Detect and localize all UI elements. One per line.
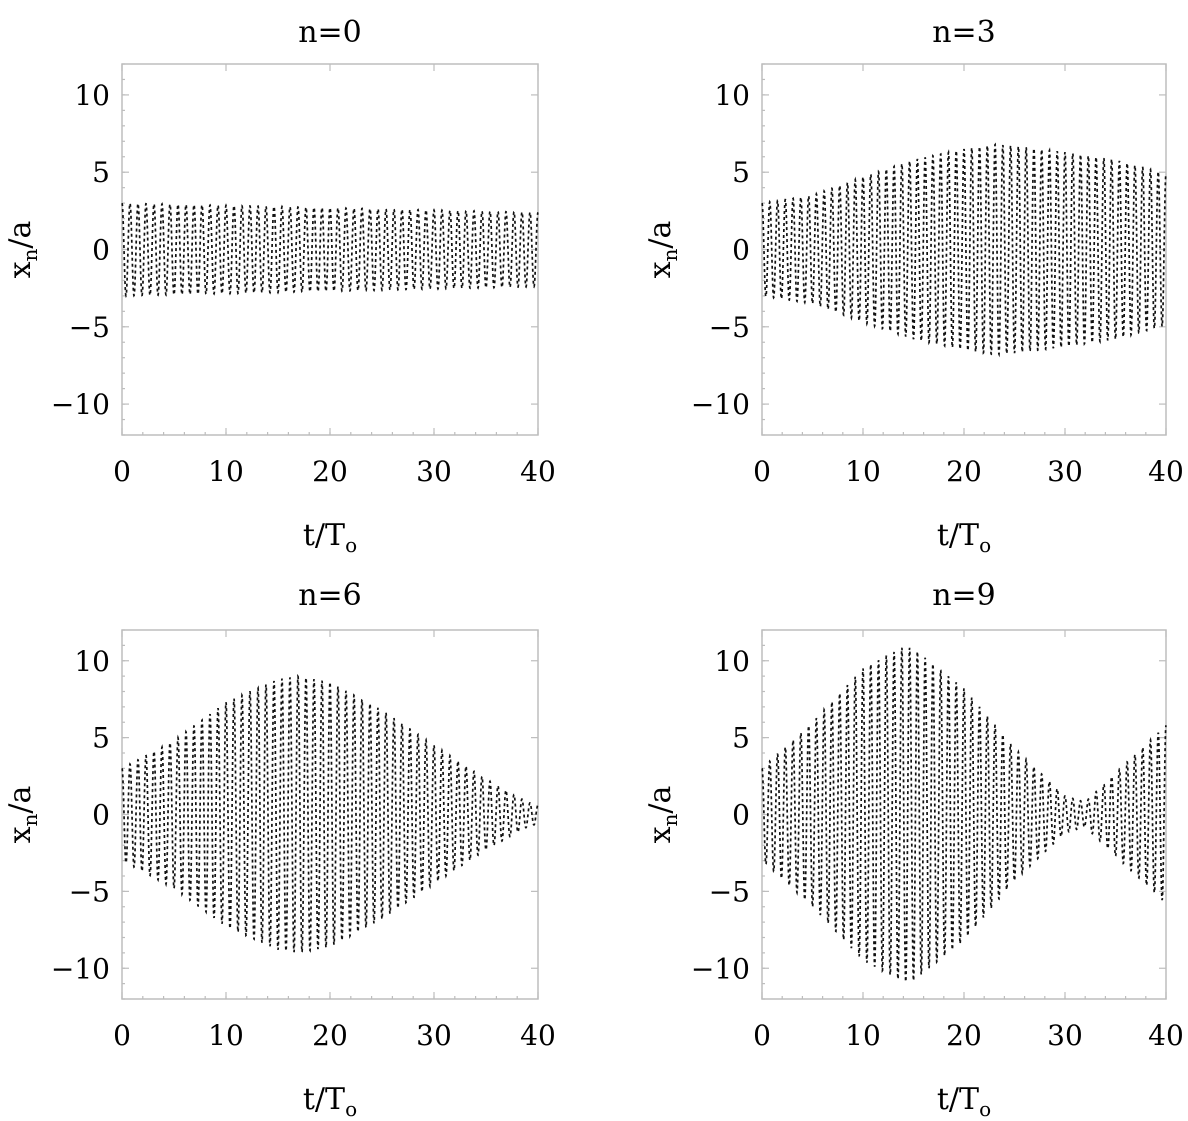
- y-tick-label: −5: [709, 875, 750, 908]
- x-tick-label: 40: [520, 455, 556, 488]
- x-axis-label: t/To: [937, 518, 991, 557]
- y-axis-label: xn/a: [643, 220, 682, 278]
- x-tick-label: 20: [946, 455, 982, 488]
- y-tick-label: 5: [92, 156, 110, 189]
- y-tick-label: 5: [732, 722, 750, 755]
- y-axis-label: xn/a: [643, 785, 682, 843]
- x-tick-label: 0: [753, 455, 771, 488]
- y-tick-label: −10: [51, 952, 110, 985]
- y-axis-label: xn/a: [3, 220, 42, 278]
- x-tick-label: 30: [416, 455, 452, 488]
- chart-panel-2: n=6 0 10 20 30 40 10 5 0 −5 −10 t/To xn/a: [3, 578, 556, 1121]
- y-tick-label: 10: [714, 645, 750, 678]
- x-tick-label: 30: [416, 1019, 452, 1052]
- y-tick-label: −5: [709, 311, 750, 344]
- y-tick-label: 5: [732, 156, 750, 189]
- y-tick-label: −10: [691, 952, 750, 985]
- y-tick-label: −10: [51, 388, 110, 421]
- chart-panel-1: n=3 0 10 20 30 40 10 5 0 −5 −10 t/To xn/a: [643, 15, 1184, 557]
- chart-title: n=6: [298, 578, 362, 613]
- x-tick-label: 10: [845, 1019, 881, 1052]
- x-tick-label: 40: [1148, 455, 1184, 488]
- y-tick-label: −5: [69, 311, 110, 344]
- y-tick-label: −5: [69, 875, 110, 908]
- x-tick-label: 10: [845, 455, 881, 488]
- chart-panel-3: n=9 0 10 20 30 40 10 5 0 −5 −10 t/To xn/a: [643, 578, 1184, 1121]
- y-tick-label: 0: [732, 799, 750, 832]
- x-axis-label: t/To: [937, 1082, 991, 1121]
- series-line: [121, 201, 539, 298]
- y-tick-label: 0: [732, 234, 750, 267]
- y-axis-label: xn/a: [3, 785, 42, 843]
- y-tick-label: 5: [92, 722, 110, 755]
- chart-title: n=0: [298, 15, 362, 50]
- series-line: [121, 673, 539, 954]
- x-tick-label: 40: [1148, 1019, 1184, 1052]
- x-tick-label: 20: [312, 455, 348, 488]
- x-tick-label: 0: [113, 1019, 131, 1052]
- y-tick-label: −10: [691, 388, 750, 421]
- series-line: [761, 142, 1167, 358]
- x-tick-label: 20: [312, 1019, 348, 1052]
- chart-title: n=3: [932, 15, 996, 50]
- y-tick-label: 10: [714, 79, 750, 112]
- y-tick-label: 0: [92, 234, 110, 267]
- y-tick-label: 10: [74, 79, 110, 112]
- x-tick-label: 10: [208, 455, 244, 488]
- x-tick-label: 30: [1047, 455, 1083, 488]
- y-tick-label: 10: [74, 645, 110, 678]
- x-tick-label: 0: [113, 455, 131, 488]
- y-tick-label: 0: [92, 799, 110, 832]
- x-tick-label: 30: [1047, 1019, 1083, 1052]
- chart-title: n=9: [932, 578, 996, 613]
- x-tick-label: 0: [753, 1019, 771, 1052]
- x-axis-label: t/To: [303, 1082, 357, 1121]
- x-tick-label: 10: [208, 1019, 244, 1052]
- x-tick-label: 40: [520, 1019, 556, 1052]
- series-line: [761, 647, 1167, 982]
- chart-panel-0: n=0 0 10 20 30 40 10 5 0 −5 −10 t/To xn/a: [3, 15, 556, 557]
- x-tick-label: 20: [946, 1019, 982, 1052]
- x-axis-label: t/To: [303, 518, 357, 557]
